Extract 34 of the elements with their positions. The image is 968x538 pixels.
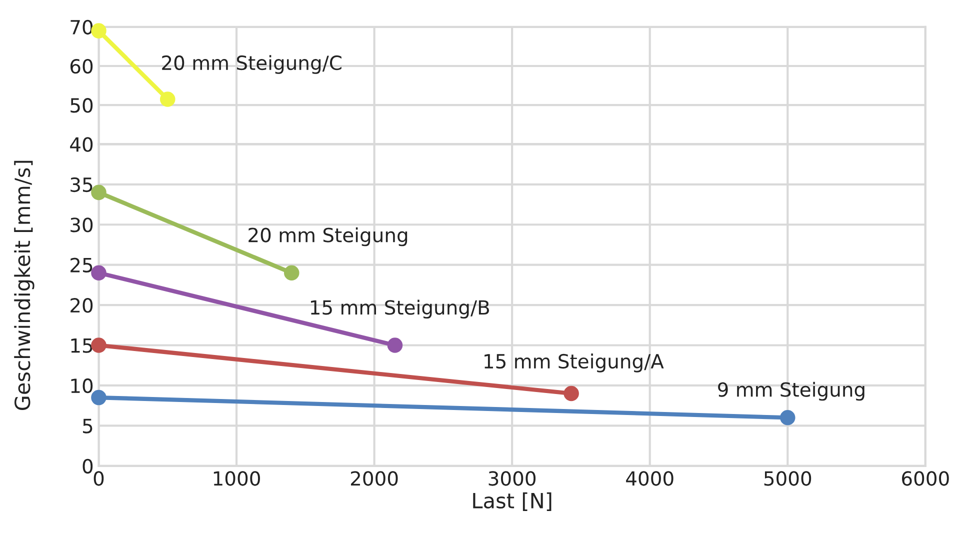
point [387, 338, 403, 353]
x-tick-label: 4000 [626, 471, 674, 486]
x-tick-label: 2000 [350, 471, 398, 486]
series-label: 15 mm Steigung/A [484, 354, 664, 372]
y-tick-label: 60 [70, 58, 93, 74]
series-label: 15 mm Steigung/B [310, 300, 490, 319]
y-tick-label: 50 [70, 98, 93, 113]
series-label: 20 mm Steigung [248, 227, 408, 246]
y-tick-label: 30 [70, 218, 93, 232]
point [564, 386, 579, 402]
y-tick-label: 40 [70, 137, 93, 152]
y-tick-label: 10 [71, 378, 93, 394]
point [91, 390, 106, 406]
x-axis-title: Last [N] [473, 492, 552, 511]
point [91, 338, 106, 353]
y-tick-label: 0 [82, 458, 93, 474]
y-tick-label: 15 [71, 338, 92, 353]
x-tick-label: 5000 [764, 471, 812, 486]
x-tick-label: 6000 [902, 471, 949, 486]
y-tick-label: 35 [70, 177, 92, 192]
x-tick-label: 3000 [488, 471, 536, 486]
series-label: 9 mm Steigung [718, 382, 864, 401]
y-tick-label: 5 [83, 418, 92, 434]
y-tick-label: 25 [70, 258, 92, 272]
point [91, 265, 106, 281]
point [91, 184, 106, 200]
x-tick-label: 0 [94, 471, 104, 486]
y-axis-title: Geschwindigkeit [mm/s] [14, 160, 34, 410]
point [780, 410, 796, 426]
y-tick-label: 70 [70, 20, 93, 35]
y-tick-label: 20 [70, 298, 93, 313]
series-label: 20 mm Steigung/C [162, 55, 342, 74]
x-tick-label: 1000 [214, 471, 260, 486]
point [284, 265, 300, 281]
